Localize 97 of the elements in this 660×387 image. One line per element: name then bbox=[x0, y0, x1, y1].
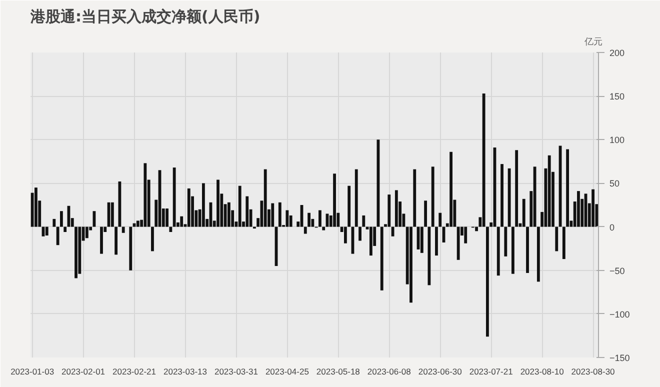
bar bbox=[592, 189, 594, 227]
bar bbox=[216, 180, 220, 227]
bar bbox=[56, 226, 60, 246]
bar bbox=[286, 210, 289, 227]
bar bbox=[380, 226, 384, 290]
bar bbox=[110, 202, 114, 227]
bar bbox=[74, 226, 78, 278]
x-tick-label: 2023-08-10 bbox=[520, 366, 564, 376]
bar bbox=[85, 226, 88, 238]
bar bbox=[424, 200, 428, 227]
bar bbox=[118, 181, 122, 227]
x-tick-label: 2023-03-13 bbox=[164, 366, 208, 376]
bar bbox=[180, 216, 184, 227]
x-tick-label: 2023-06-08 bbox=[367, 366, 412, 376]
bar bbox=[362, 215, 366, 227]
x-tick-label: 2023-02-21 bbox=[112, 366, 156, 376]
x-tick-label: 2023-05-18 bbox=[316, 366, 360, 376]
x-tick-label: 2023-01-03 bbox=[10, 366, 54, 376]
y-axis-title: 亿元 bbox=[584, 36, 602, 48]
bar bbox=[562, 226, 566, 260]
bar bbox=[548, 155, 551, 227]
bar bbox=[566, 149, 570, 227]
y-tick-label: −150 bbox=[610, 353, 630, 363]
bar bbox=[504, 226, 508, 256]
bar bbox=[246, 196, 249, 227]
chart-title: 港股通:当日买入成交净额(人民币) bbox=[30, 8, 260, 26]
bar bbox=[555, 226, 558, 252]
bar bbox=[238, 186, 242, 227]
bar bbox=[496, 226, 500, 276]
bar bbox=[129, 226, 132, 270]
bar bbox=[151, 226, 154, 252]
bar bbox=[166, 208, 168, 227]
bar bbox=[45, 226, 48, 236]
bar bbox=[144, 163, 147, 227]
x-tick-label: 2023-06-30 bbox=[418, 366, 462, 376]
bar bbox=[522, 198, 526, 227]
bar bbox=[344, 226, 347, 244]
y-tick-label: 200 bbox=[610, 48, 625, 58]
bar bbox=[187, 188, 190, 227]
bar bbox=[413, 169, 416, 227]
bar bbox=[431, 166, 434, 227]
bar bbox=[318, 210, 322, 227]
bar bbox=[264, 169, 267, 227]
y-tick-label: 0 bbox=[610, 222, 615, 232]
bar bbox=[64, 226, 67, 232]
y-tick-label: 150 bbox=[610, 92, 625, 102]
bar bbox=[122, 226, 125, 233]
bar bbox=[136, 220, 140, 227]
bar bbox=[536, 226, 540, 282]
bar bbox=[308, 212, 310, 227]
bar bbox=[515, 150, 518, 227]
bar bbox=[369, 226, 372, 256]
x-tick-label: 2023-02-01 bbox=[62, 366, 106, 376]
bar bbox=[420, 226, 424, 253]
bar bbox=[508, 168, 511, 227]
bar bbox=[278, 202, 282, 227]
bar bbox=[410, 226, 412, 303]
x-tick-label: 2023-04-25 bbox=[265, 366, 310, 376]
bar bbox=[486, 226, 489, 337]
x-tick-label: 2023-03-31 bbox=[214, 366, 258, 376]
bar bbox=[304, 226, 307, 234]
bar bbox=[114, 226, 118, 255]
bar bbox=[435, 226, 438, 256]
x-tick-label: 2023-08-30 bbox=[571, 366, 616, 376]
bar bbox=[348, 186, 351, 227]
bar bbox=[464, 226, 468, 244]
y-tick-label: 100 bbox=[610, 135, 625, 146]
bar bbox=[322, 226, 326, 230]
bar bbox=[358, 226, 362, 241]
bar bbox=[227, 202, 230, 227]
y-tick-label: −50 bbox=[610, 266, 625, 276]
bar bbox=[500, 164, 504, 227]
bar bbox=[52, 218, 56, 227]
y-tick-label: −100 bbox=[610, 309, 630, 320]
bar bbox=[456, 226, 460, 260]
bar bbox=[333, 174, 336, 227]
bar bbox=[100, 226, 103, 254]
bar bbox=[172, 168, 176, 227]
bar bbox=[511, 226, 514, 274]
bar bbox=[169, 226, 172, 232]
bar bbox=[482, 93, 486, 227]
bar bbox=[438, 212, 442, 227]
x-tick-label: 2023-07-21 bbox=[469, 366, 514, 376]
bar bbox=[475, 226, 478, 232]
bar bbox=[394, 190, 398, 227]
bar bbox=[202, 183, 205, 227]
bar bbox=[388, 194, 391, 227]
bar bbox=[60, 211, 63, 227]
bar bbox=[577, 191, 580, 227]
bar bbox=[428, 226, 431, 286]
bar bbox=[526, 226, 529, 273]
bar bbox=[354, 169, 358, 227]
bar bbox=[271, 203, 274, 227]
bar bbox=[450, 152, 452, 227]
bar bbox=[34, 188, 38, 227]
bar bbox=[78, 226, 82, 274]
y-tick-label: 50 bbox=[610, 178, 620, 189]
